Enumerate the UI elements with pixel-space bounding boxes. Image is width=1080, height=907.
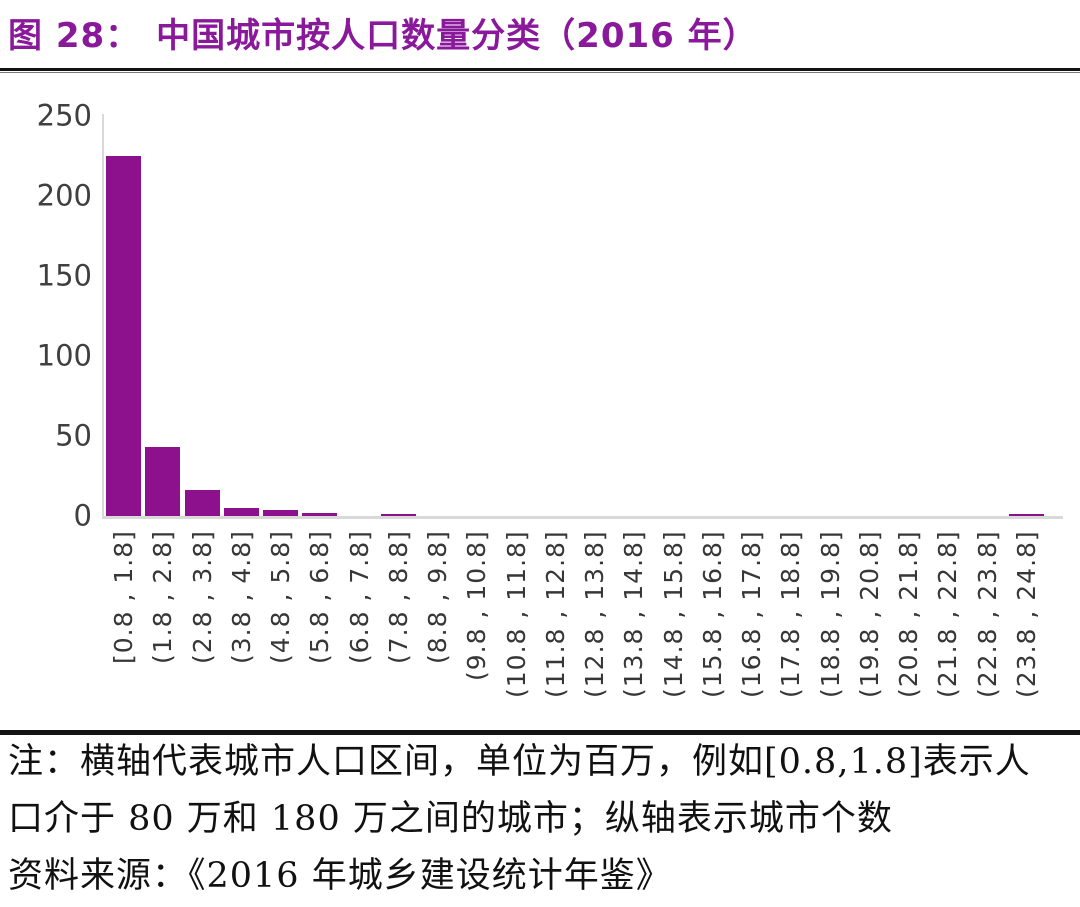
x-tick-label: (20.8 , 21.8] bbox=[894, 530, 923, 698]
bar bbox=[184, 490, 220, 516]
x-tick-label: (11.8 , 12.8] bbox=[540, 530, 570, 698]
x-tick-label: (2.8 , 3.8] bbox=[187, 530, 217, 664]
bar bbox=[223, 508, 259, 516]
x-tick-label: (4.8 , 5.8] bbox=[266, 530, 295, 664]
x-tick-label: (6.8 , 7.8] bbox=[344, 530, 374, 664]
y-tick-label: 150 bbox=[36, 258, 92, 293]
x-tick-label: (21.8 , 22.8] bbox=[933, 530, 963, 698]
x-tick-label: (15.8 , 16.8] bbox=[697, 530, 727, 698]
bar bbox=[106, 156, 142, 516]
y-tick-label: 50 bbox=[55, 418, 92, 453]
x-tick-label: (19.8 , 20.8] bbox=[854, 530, 884, 698]
bar bbox=[1008, 514, 1044, 516]
bar bbox=[380, 514, 416, 516]
note-line-1: 注：横轴代表城市人口区间，单位为百万，例如[0.8,1.8]表示人 bbox=[8, 742, 1031, 782]
bar bbox=[263, 509, 299, 516]
bar bbox=[145, 447, 181, 516]
x-tick-label: (17.8 , 18.8] bbox=[776, 530, 806, 698]
x-tick-label: (13.8 , 14.8] bbox=[619, 530, 649, 698]
y-axis-line bbox=[102, 114, 104, 517]
figure-notes: 注：横轴代表城市人口区间，单位为百万，例如[0.8,1.8]表示人 口介于 80… bbox=[8, 734, 1072, 905]
top-divider bbox=[0, 68, 1080, 73]
x-tick-label: (14.8 , 15.8] bbox=[658, 530, 688, 698]
y-tick-label: 200 bbox=[36, 178, 92, 213]
x-tick-label: (3.8 , 4.8] bbox=[226, 530, 256, 664]
figure-title: 图 28： 中国城市按人口数量分类（2016 年） bbox=[8, 8, 758, 57]
figure-title-text: 中国城市按人口数量分类（2016 年） bbox=[156, 16, 758, 56]
x-tick-label: (10.8 , 11.8] bbox=[501, 530, 531, 698]
x-tick-label: (12.8 , 13.8] bbox=[580, 530, 609, 698]
note-line-2: 口介于 80 万和 180 万之间的城市；纵轴表示城市个数 bbox=[8, 799, 893, 839]
x-axis-line bbox=[102, 516, 1063, 519]
note-source: 资料来源：《2016 年城乡建设统计年鉴》 bbox=[8, 856, 672, 896]
x-tick-label: (7.8 , 8.8] bbox=[383, 530, 413, 664]
x-tick-label: (18.8 , 19.8] bbox=[815, 530, 845, 698]
figure-number: 图 28： bbox=[8, 16, 141, 56]
x-tick-label: (9.8 , 10.8] bbox=[462, 530, 492, 681]
x-tick-label: (5.8 , 6.8] bbox=[305, 530, 335, 664]
bottom-divider bbox=[0, 730, 1080, 735]
x-tick-label: (8.8 , 9.8] bbox=[423, 530, 452, 664]
y-tick-label: 100 bbox=[36, 338, 92, 373]
x-tick-label: (23.8 , 24.8] bbox=[1011, 530, 1041, 698]
y-tick-label: 250 bbox=[36, 98, 92, 133]
x-tick-label: (16.8 , 17.8] bbox=[737, 530, 766, 698]
y-tick-label: 0 bbox=[73, 498, 92, 533]
x-tick-label: [0.8 , 1.8] bbox=[109, 530, 138, 664]
x-tick-label: (1.8 , 2.8] bbox=[148, 530, 178, 664]
bar bbox=[302, 512, 338, 516]
x-tick-label: (22.8 , 23.8] bbox=[972, 530, 1002, 698]
